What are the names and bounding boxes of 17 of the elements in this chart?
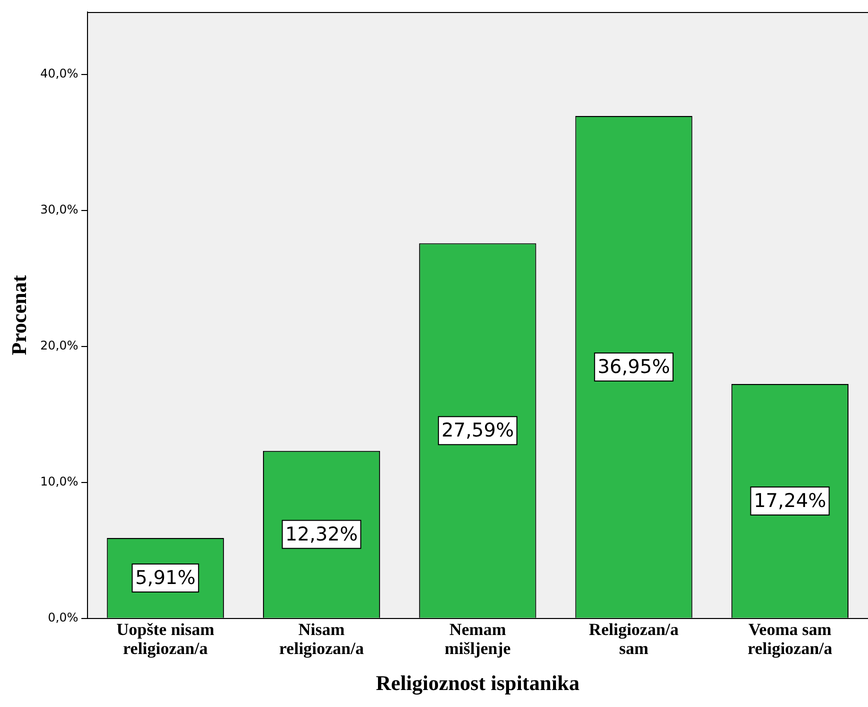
data-label: 36,95% <box>598 356 670 378</box>
x-tick-label: Nemam mišljenje <box>444 620 512 658</box>
y-tick-label: 20,0% <box>40 338 78 353</box>
y-tick-label: 10,0% <box>40 474 78 489</box>
y-axis-title: Procenat <box>7 275 32 356</box>
x-tick-label: Nisam religiozan/a <box>279 620 364 658</box>
y-tick-label: 30,0% <box>40 202 78 217</box>
data-label: 17,24% <box>754 490 826 512</box>
y-tick-label: 0,0% <box>48 610 78 625</box>
x-tick-label: Uopšte nisam religiozan/a <box>116 620 214 658</box>
data-label: 5,91% <box>135 566 196 589</box>
data-label: 27,59% <box>441 420 514 442</box>
x-axis-title: Religioznost ispitanika <box>376 670 580 695</box>
x-tick-label: Religiozan/a sam <box>588 620 680 658</box>
data-label: 12,32% <box>285 523 358 546</box>
y-tick-label: 40,0% <box>40 66 78 81</box>
x-tick-label: Veoma sam religiozan/a <box>748 620 833 658</box>
